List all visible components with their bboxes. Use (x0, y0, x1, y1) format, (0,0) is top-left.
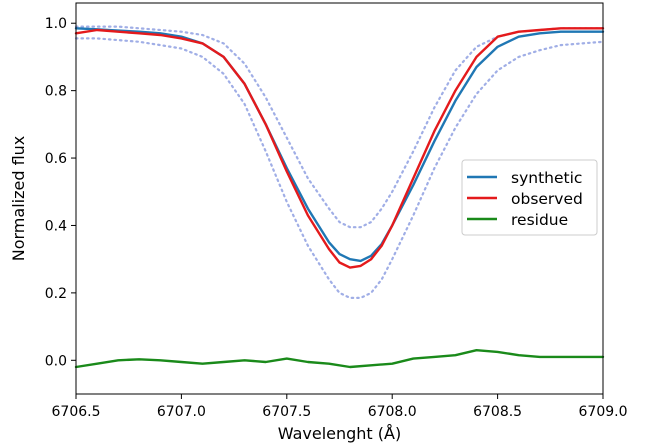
x-tick-label: 6707.0 (157, 404, 206, 420)
x-tick-label: 6706.5 (52, 404, 101, 420)
y-tick-label: 0.4 (45, 218, 67, 234)
x-axis-label: Wavelenght (Å) (278, 424, 401, 443)
y-tick-label: 0.8 (45, 84, 67, 100)
legend-label-residue: residue (511, 211, 568, 229)
x-tick-label: 6707.5 (262, 404, 311, 420)
series-layer (74, 25, 605, 369)
y-tick-label: 1.0 (45, 16, 67, 32)
x-tick-label: 6708.0 (368, 404, 417, 420)
y-tick-label: 0.6 (45, 151, 67, 167)
x-tick-label: 6709.0 (579, 404, 628, 420)
legend-box (461, 159, 598, 236)
series-line-observed (74, 27, 605, 269)
series-line-envelope-3 (74, 37, 605, 299)
plot-frame (75, 2, 604, 395)
y-tick-label: 0.2 (45, 286, 67, 302)
legend: synthetic observed residue (461, 159, 598, 236)
ticks-layer: 6706.5 6707.0 6707.5 6708.0 6708.5 6709.0 0.0 0… (45, 16, 628, 420)
y-tick-label: 0.0 (45, 353, 67, 369)
legend-label-synthetic: synthetic (511, 169, 582, 187)
x-tick-label: 6708.5 (473, 404, 522, 420)
series-line-residue (74, 349, 605, 369)
legend-label-observed: observed (511, 190, 583, 208)
y-axis-label: Normalized flux (9, 136, 28, 262)
series-line-synthetic (74, 27, 605, 263)
